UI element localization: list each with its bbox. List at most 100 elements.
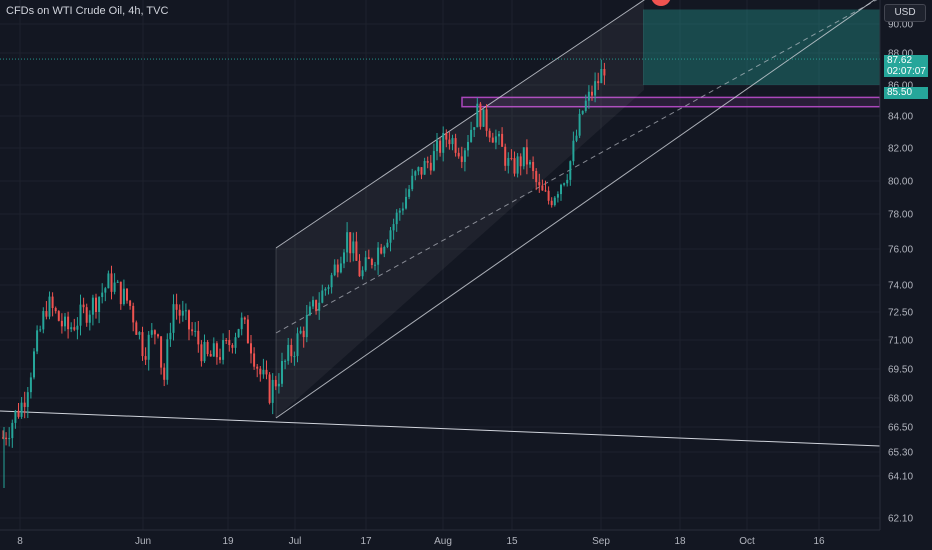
candle-body — [181, 310, 184, 316]
candle-body — [516, 156, 519, 174]
time-tick-label: Aug — [434, 536, 452, 547]
candle-body — [401, 208, 404, 211]
price-tick-label: 69.50 — [888, 365, 913, 376]
candle-body — [417, 167, 420, 172]
candle-body — [45, 311, 48, 317]
candle-body — [358, 260, 361, 277]
candle-body — [541, 185, 544, 191]
candle-body — [336, 264, 339, 273]
candle-body — [268, 374, 271, 403]
candle-body — [287, 344, 290, 361]
candle-body — [169, 332, 172, 340]
candle-body — [240, 317, 243, 330]
candle-body — [17, 410, 20, 417]
candle-body — [355, 241, 358, 261]
channel-fill — [276, 0, 644, 418]
candle-body — [95, 297, 97, 313]
candle-body — [315, 300, 318, 311]
candle-body — [463, 150, 466, 162]
candle-body — [352, 241, 355, 254]
price-tick-label: 65.30 — [888, 448, 913, 459]
candle-body — [23, 402, 26, 407]
candle-body — [370, 258, 373, 265]
candle-body — [64, 316, 66, 327]
candle-body — [212, 343, 215, 357]
candle-body — [364, 257, 367, 271]
candle-body — [243, 317, 246, 320]
candle-body — [203, 341, 206, 362]
candle-body — [572, 140, 575, 162]
candle-body — [5, 437, 8, 440]
candle-body — [160, 336, 163, 368]
candle-body — [29, 377, 32, 393]
candle-body — [321, 290, 324, 303]
candle-body — [436, 140, 438, 152]
candle-body — [70, 327, 73, 330]
candle-body — [253, 353, 256, 367]
candle-body — [318, 302, 321, 311]
candle-body — [467, 141, 469, 151]
candle-body — [510, 158, 513, 160]
candle-body — [494, 136, 497, 143]
candle-body — [432, 151, 435, 171]
candle-body — [296, 333, 299, 357]
time-tick-label: 8 — [17, 536, 23, 547]
price-tick-label: 86.00 — [888, 81, 913, 92]
candle-body — [522, 147, 525, 167]
candle-body — [470, 129, 473, 142]
candle-body — [194, 330, 197, 332]
candle-body — [191, 329, 194, 332]
candle-body — [138, 332, 141, 335]
candle-body — [11, 422, 14, 439]
candle-body — [507, 158, 510, 166]
candle-body — [501, 133, 504, 147]
candle-body — [153, 330, 156, 335]
candle-body — [454, 138, 457, 153]
candle-body — [597, 81, 600, 84]
candle-body — [591, 91, 593, 96]
price-tick-label: 76.00 — [888, 245, 913, 256]
candle-body — [594, 81, 597, 96]
candle-body — [349, 232, 352, 254]
candle-body — [206, 341, 209, 355]
candle-body — [398, 210, 401, 213]
candle-body — [274, 379, 277, 387]
candle-body — [491, 137, 494, 143]
candle-body — [513, 158, 516, 174]
time-tick-label: 15 — [506, 536, 518, 547]
candle-body — [57, 311, 60, 321]
candle-body — [308, 306, 311, 316]
candle-body — [237, 329, 240, 338]
candle-body — [327, 287, 330, 289]
candle-body — [563, 183, 566, 185]
channel-upper-line — [275, 0, 645, 249]
candle-body — [544, 190, 547, 192]
price-tick-label: 64.10 — [888, 472, 913, 483]
candle-body — [265, 369, 268, 375]
candle-body — [67, 316, 70, 330]
candle-body — [330, 275, 333, 288]
candle-body — [200, 344, 203, 362]
candle-body — [485, 109, 488, 131]
candle-body — [367, 257, 370, 259]
candle-body — [178, 309, 181, 316]
candle-body — [392, 224, 395, 231]
currency-selector[interactable]: USD — [884, 4, 926, 22]
candle-body — [374, 264, 376, 266]
price-tick-label: 90.00 — [888, 20, 913, 31]
price-tick-label: 66.50 — [888, 423, 913, 434]
candle-body — [445, 133, 448, 140]
candle-body — [231, 345, 234, 348]
candle-body — [135, 322, 138, 335]
candle-body — [305, 315, 308, 338]
candle-body — [98, 297, 101, 313]
candle-body — [560, 184, 562, 195]
candle-body — [129, 300, 132, 306]
candle-body — [448, 139, 451, 145]
candle-body — [172, 304, 175, 333]
candle-body — [250, 343, 252, 354]
candle-body — [26, 392, 29, 407]
candle-body — [271, 379, 274, 403]
candle-body — [259, 368, 262, 375]
